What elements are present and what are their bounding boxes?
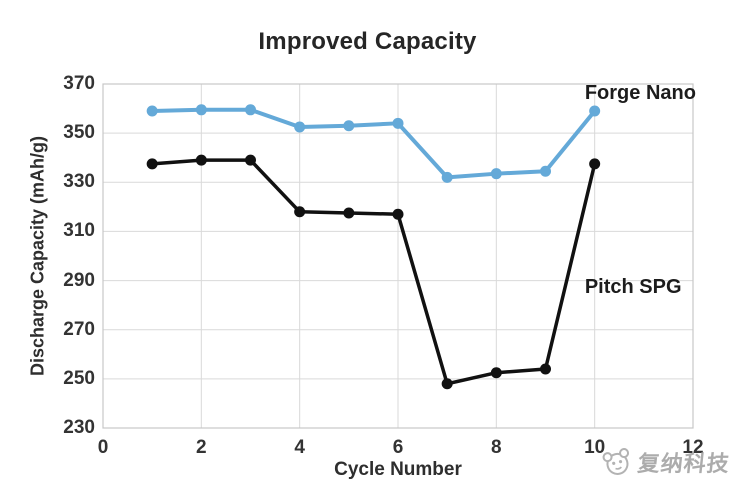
data-point-pitch-spg [294,206,306,218]
data-point-forge-nano [441,171,453,183]
panda-logo-icon [602,448,630,475]
y-tick-label: 290 [63,269,95,291]
series-line-pitch-spg [150,158,597,386]
x-tick-label: 6 [392,437,404,458]
data-point-pitch-spg [343,207,355,219]
data-point-pitch-spg [195,154,207,166]
x-tick-label: 8 [491,437,502,458]
watermark: 复纳科技 [601,446,732,478]
x-tick-label: 2 [196,437,207,458]
data-point-forge-nano [294,121,306,133]
data-point-forge-nano [343,120,355,132]
y-tick-label: 270 [63,318,95,340]
watermark-text: 复纳科技 [636,451,732,476]
data-point-pitch-spg [392,208,404,220]
x-tick-label: 0 [97,437,109,458]
y-tick-label: 250 [63,367,95,389]
data-point-pitch-spg [441,378,453,390]
data-point-forge-nano [540,165,551,177]
x-tick-label: 10 [584,437,606,458]
chart-title: Improved Capacity [258,28,477,55]
data-point-forge-nano [195,104,207,116]
y-tick-label: 370 [63,73,95,94]
data-point-pitch-spg [490,367,502,379]
x-tick-label: 4 [294,437,305,458]
data-point-forge-nano [245,104,256,116]
data-point-pitch-spg [245,154,256,166]
data-point-forge-nano [589,105,601,117]
plot-border [102,83,694,429]
x-tick-label: 12 [682,437,704,458]
data-point-forge-nano [490,168,502,180]
y-tick-label: 350 [63,122,95,144]
data-point-forge-nano [392,117,404,129]
data-point-pitch-spg [540,363,551,375]
data-point-forge-nano [146,105,158,117]
y-tick-label: 330 [63,171,95,193]
series-line-forge-nano [150,107,597,180]
data-point-pitch-spg [146,158,158,170]
series-label-forge-nano: Forge Nano [584,81,696,104]
y-tick-label: 230 [63,417,95,438]
series-label-pitch-spg: Pitch SPG [584,275,682,298]
x-axis-title: Cycle Number [334,459,462,480]
y-tick-label: 310 [63,220,95,242]
data-point-pitch-spg [589,158,601,170]
